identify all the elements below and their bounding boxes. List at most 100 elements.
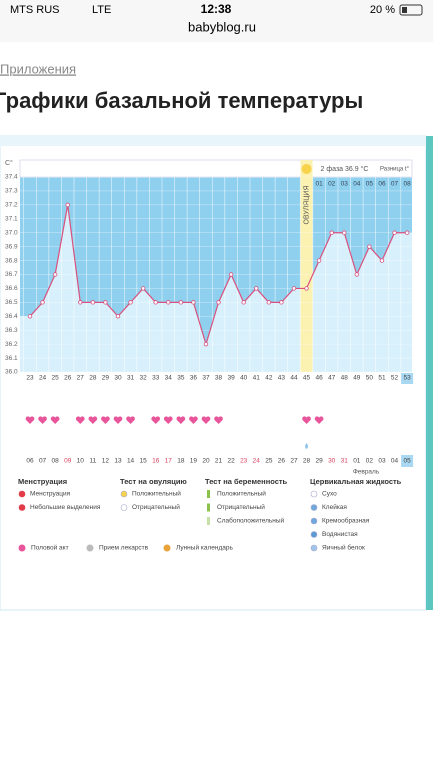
point: [140, 286, 146, 291]
point: [65, 202, 70, 208]
date-label: 02: [366, 458, 374, 465]
x-tick-label: 26: [64, 375, 72, 382]
legend-title: Менструация: [18, 477, 67, 486]
heart: [151, 416, 161, 424]
date-label: 16: [152, 458, 160, 465]
legend-item: Менструация: [30, 491, 71, 498]
legend-item: Положительный: [132, 490, 181, 498]
battery-icon: [399, 4, 423, 16]
date-label: 08: [52, 458, 60, 465]
battery: 20 %: [370, 4, 395, 16]
heart: [176, 416, 186, 424]
phase-day: 06: [378, 181, 386, 188]
legend-icon: [86, 544, 94, 552]
point: [27, 314, 33, 319]
point: [166, 300, 171, 305]
point: [228, 272, 234, 277]
point: [241, 300, 246, 305]
today-cell: [401, 373, 414, 384]
date-label: 10: [77, 458, 85, 465]
url[interactable]: babyblog.ru: [188, 19, 256, 34]
heart: [50, 416, 60, 424]
point: [254, 286, 259, 291]
y-tick-label: 36.8: [5, 257, 18, 264]
legend-item: Положительный: [217, 490, 266, 498]
date-label: 30: [328, 458, 336, 465]
heart: [101, 416, 110, 424]
point: [354, 272, 360, 277]
x-tick-label: 38: [215, 375, 223, 382]
x-tick-label: 30: [114, 375, 122, 382]
legend-icon: [120, 490, 128, 498]
frame-top: [0, 136, 426, 146]
point: [216, 300, 221, 305]
point: [90, 300, 96, 305]
date-label: 13: [114, 458, 122, 465]
date-label: 17: [165, 458, 173, 465]
date-label: 11: [89, 458, 96, 465]
heart: [302, 416, 311, 424]
x-tick-label: 49: [353, 375, 361, 382]
heart: [75, 416, 85, 424]
legend-icon: [163, 544, 171, 552]
x-tick-label: 46: [315, 375, 323, 382]
date-label: 22: [228, 458, 236, 465]
y-tick-label: 36.2: [5, 341, 18, 348]
phase-day: 01: [315, 181, 323, 188]
heart: [214, 416, 223, 424]
breadcrumb[interactable]: Приложения: [0, 61, 76, 76]
ovulation-sun: [301, 164, 312, 174]
date-label: 04: [391, 458, 399, 465]
x-tick-label: 52: [391, 375, 399, 382]
point: [329, 230, 334, 235]
drop: [305, 443, 309, 449]
point: [52, 272, 58, 277]
point: [203, 341, 209, 347]
carrier: MTS RUS: [10, 4, 60, 16]
x-tick-label: 36: [190, 375, 198, 382]
date-label: 31: [341, 458, 349, 465]
legend-item: Прием лекарств: [99, 545, 149, 552]
y-tick-label: 37.1: [5, 216, 18, 223]
date-label: 14: [127, 458, 135, 465]
date-label: 23: [240, 458, 248, 465]
point: [266, 300, 272, 305]
x-tick-label: 32: [140, 375, 148, 382]
y-tick-label: 37.2: [5, 202, 18, 209]
legend-item: Половой акт: [31, 544, 69, 552]
legend-icon: [207, 517, 210, 525]
heart: [201, 416, 211, 424]
x-tick-label: 45: [303, 375, 311, 382]
heart: [314, 416, 324, 424]
date-label: 21: [215, 458, 223, 465]
phase-day: 07: [391, 181, 399, 188]
legend-item: Кремообразная: [322, 517, 370, 525]
phase-day: 03: [341, 181, 349, 188]
point: [379, 258, 385, 263]
point: [279, 300, 284, 305]
y-tick-label: 36.1: [5, 355, 18, 362]
legend-item: Отрицательный: [132, 503, 180, 511]
y-tick-label: 36.3: [5, 327, 18, 334]
x-tick-label: 24: [39, 375, 47, 382]
x-tick-label: 42: [265, 375, 273, 382]
page-title: Графики базальной температуры: [0, 88, 363, 113]
x-tick-label: 39: [228, 375, 236, 382]
x-tick-label: 27: [77, 375, 85, 382]
x-tick-label: 37: [202, 375, 210, 382]
date-label: 15: [140, 458, 148, 465]
side-scroll: [426, 136, 433, 610]
heart: [88, 416, 98, 424]
legend-icon: [207, 503, 210, 512]
x-tick-label: 31: [127, 375, 135, 382]
legend-title: Цервикальная жидкость: [310, 477, 402, 486]
x-tick-label: 28: [89, 375, 97, 382]
heart: [163, 416, 173, 424]
heart: [113, 416, 123, 424]
y-tick-label: 36.7: [5, 271, 18, 278]
legend-title: Тест на овуляцию: [120, 477, 187, 486]
month-label: Февраль: [353, 469, 380, 476]
point: [404, 230, 410, 235]
point: [178, 300, 184, 305]
